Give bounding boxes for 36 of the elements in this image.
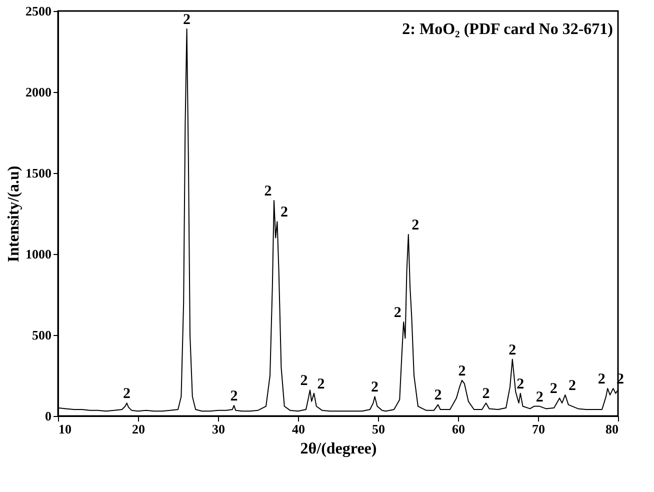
y-tick-label: 500 [32,328,52,342]
annotation: 2: MoO₂ (PDF card No 32-671) [402,21,613,38]
annotation: 2 [598,371,606,388]
annotation: 2 [482,386,490,402]
x-tick-label: 60 [452,422,465,436]
annotation: 2 [230,388,238,404]
x-tick-label: 10 [58,422,72,436]
annotation: 2 [550,381,558,398]
annotation: 2 [516,376,524,392]
annotation: 2 [536,389,544,406]
annotation: 2 [317,376,325,392]
x-tick-label: 70 [532,422,545,436]
annotation: 2 [412,218,420,234]
annotation: 2 [508,342,516,358]
x-tick-label: 50 [372,422,385,436]
x-tick-label: 40 [292,422,305,436]
annotation: 2 [123,386,131,402]
annotation: 2 [280,204,288,221]
y-tick-label: 1000 [26,246,52,262]
y-tick-label: 1500 [26,166,52,180]
annotation: 2 [183,12,191,28]
annotation: 2 [264,184,272,200]
annotation: 2 [371,380,379,396]
annotation: 2 [458,363,466,380]
annotation: 2 [300,373,308,390]
y-tick-label: 2000 [26,84,52,100]
y-tick-label: 2500 [26,4,52,18]
annotation: 2 [434,388,442,404]
y-tick-label: 0 [45,408,52,424]
x-axis-title: 2θ/(degree) [300,440,377,458]
annotation: 2 [568,378,576,394]
x-tick-label: 30 [212,422,225,436]
annotation: 2 [394,305,402,322]
x-tick-label: 80 [606,422,618,436]
y-axis-title: Intensity/(a.u) [6,166,22,262]
x-tick-label: 20 [132,422,145,436]
